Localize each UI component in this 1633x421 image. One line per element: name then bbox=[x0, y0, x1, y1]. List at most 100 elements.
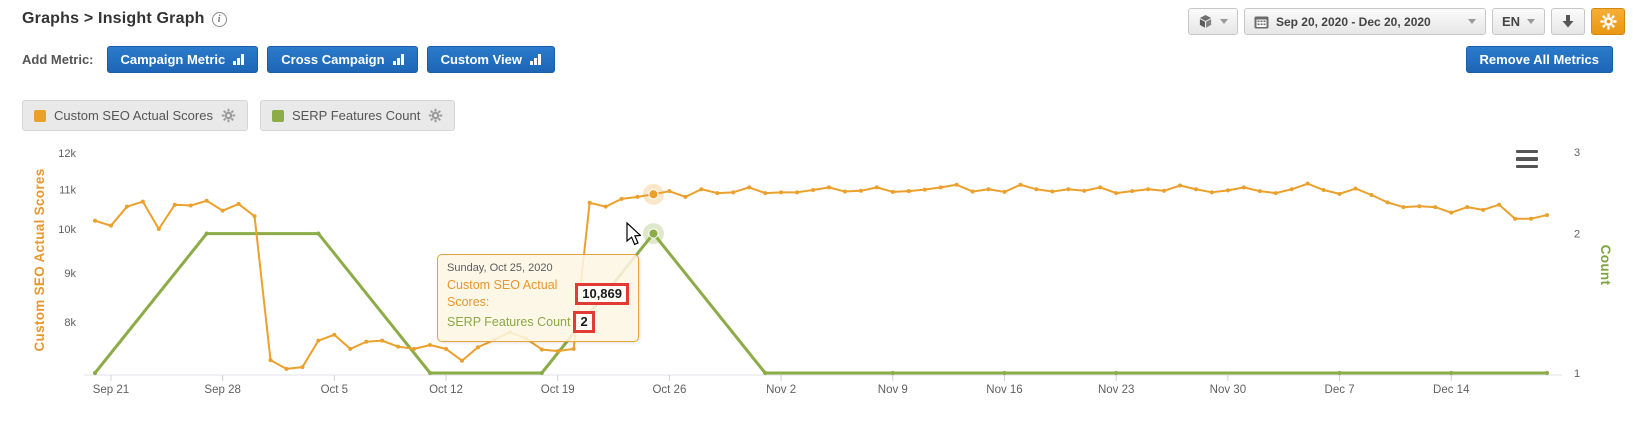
data-point-custom-seo bbox=[683, 194, 688, 199]
highlighted-points[interactable] bbox=[642, 183, 664, 245]
data-point-custom-seo bbox=[587, 200, 592, 205]
data-point-custom-seo bbox=[986, 187, 991, 192]
bar-chart-icon bbox=[392, 54, 404, 65]
data-point-custom-seo bbox=[1369, 192, 1374, 197]
data-point-custom-seo bbox=[763, 191, 768, 196]
widget-dropdown-button[interactable] bbox=[1187, 8, 1238, 35]
data-point-custom-seo bbox=[220, 208, 225, 213]
page-title: Graphs > Insight Graph bbox=[22, 10, 205, 27]
settings-button[interactable] bbox=[1591, 8, 1625, 35]
button-label: Custom View bbox=[440, 52, 522, 67]
data-point-custom-seo bbox=[156, 227, 161, 231]
data-point-custom-seo bbox=[348, 346, 353, 351]
data-point-custom-seo bbox=[1321, 188, 1326, 193]
data-point-serp bbox=[1544, 370, 1550, 376]
data-point-custom-seo bbox=[874, 185, 879, 190]
remove-all-metrics-button[interactable]: Remove All Metrics bbox=[1465, 46, 1613, 73]
x-tick-label: Oct 5 bbox=[321, 384, 348, 396]
chart-tooltip: Sunday, Oct 25, 2020 Custom SEO Actual S… bbox=[437, 254, 639, 342]
metric-pill-serp-features-count[interactable]: SERP Features Count bbox=[259, 100, 456, 131]
mouse-cursor bbox=[626, 221, 641, 246]
data-point-custom-seo bbox=[858, 188, 863, 193]
data-point-custom-seo bbox=[1209, 190, 1214, 195]
metric-pill-custom-seo-actual-scores[interactable]: Custom SEO Actual Scores bbox=[22, 100, 248, 131]
data-point-custom-seo bbox=[571, 346, 576, 351]
data-point-custom-seo bbox=[284, 366, 289, 371]
data-point-custom-seo bbox=[1257, 189, 1262, 194]
insight-chart[interactable]: Sep 21 Sep 28 Oct 5 Oct 12 Oct 19 Oct 26 Nov 2… bbox=[0, 135, 1633, 421]
data-point-custom-seo bbox=[970, 189, 975, 194]
x-tick-label: Sep 21 bbox=[93, 384, 129, 396]
add-metric-button-campaign-metric[interactable]: Campaign Metric bbox=[106, 46, 259, 73]
y-left-tick-label: 11k bbox=[59, 184, 76, 196]
data-point-custom-seo bbox=[1529, 216, 1534, 221]
info-icon[interactable]: i bbox=[211, 11, 227, 27]
data-point-custom-seo bbox=[380, 338, 385, 343]
date-range-picker[interactable]: Sep 20, 2020 - Dec 20, 2020 bbox=[1243, 8, 1486, 35]
series-color-swatch bbox=[271, 109, 284, 122]
data-point-custom-seo bbox=[906, 189, 911, 194]
add-metric-label: Add Metric: bbox=[22, 52, 94, 67]
button-label: Campaign Metric bbox=[120, 52, 226, 67]
x-tick-label: Dec 7 bbox=[1325, 384, 1355, 396]
y-axis-right-ticks: 3 2 1 bbox=[1574, 147, 1580, 380]
add-metric-button-cross-campaign[interactable]: Cross Campaign bbox=[267, 46, 418, 73]
data-point-custom-seo bbox=[826, 185, 831, 190]
data-point-custom-seo bbox=[124, 204, 129, 209]
data-point-custom-seo bbox=[1417, 204, 1422, 209]
chart-export-menu-icon[interactable] bbox=[1516, 150, 1538, 168]
series-serp-features-count[interactable] bbox=[92, 231, 1550, 376]
data-point-custom-seo bbox=[715, 191, 720, 196]
data-point-custom-seo bbox=[1018, 182, 1023, 187]
x-tick-label: Nov 9 bbox=[878, 384, 908, 396]
language-dropdown[interactable]: EN bbox=[1491, 8, 1545, 35]
data-point-custom-seo bbox=[108, 223, 113, 228]
y-right-tick-label: 3 bbox=[1574, 147, 1580, 159]
data-point-custom-seo bbox=[1273, 191, 1278, 196]
data-point-serp bbox=[1449, 370, 1454, 376]
y-axis-left-ticks: 12k 11k 10k 9k 8k bbox=[58, 148, 76, 329]
y-left-tick-label: 8k bbox=[64, 317, 76, 329]
annotation-red-box-value: 2 bbox=[573, 311, 595, 333]
tooltip-label: Custom SEO Actual Scores: bbox=[447, 278, 558, 309]
series-custom-seo-actual-scores[interactable] bbox=[93, 181, 1549, 371]
x-tick-label: Nov 23 bbox=[1098, 384, 1134, 396]
chevron-down-icon bbox=[1219, 19, 1228, 24]
data-point-serp bbox=[1337, 370, 1342, 376]
data-point-custom-seo bbox=[1114, 191, 1119, 196]
data-point-custom-seo bbox=[428, 343, 433, 348]
calendar-icon bbox=[1254, 16, 1269, 28]
data-point-custom-seo bbox=[396, 344, 401, 349]
data-point-custom-seo bbox=[93, 218, 97, 223]
data-point-custom-seo bbox=[1305, 181, 1310, 186]
data-point-custom-seo bbox=[1146, 187, 1151, 192]
data-point-custom-seo bbox=[268, 358, 273, 363]
data-point-custom-seo bbox=[1082, 188, 1087, 193]
x-tick-label: Nov 2 bbox=[766, 384, 796, 396]
data-point-custom-seo bbox=[603, 204, 608, 209]
data-point-custom-seo bbox=[1098, 185, 1103, 190]
y-axis-right-title: Count bbox=[1598, 245, 1613, 286]
gear-icon[interactable] bbox=[428, 108, 443, 123]
data-point-custom-seo bbox=[1002, 189, 1007, 194]
data-point-serp bbox=[539, 370, 544, 376]
data-point-custom-seo bbox=[555, 349, 560, 354]
add-metric-button-custom-view[interactable]: Custom View bbox=[426, 46, 555, 73]
data-point-custom-seo bbox=[1193, 187, 1198, 192]
gear-icon[interactable] bbox=[221, 108, 236, 123]
metric-legend-pills: Custom SEO Actual Scores SERP Features C… bbox=[22, 100, 456, 131]
chart-canvas[interactable]: Sep 21 Sep 28 Oct 5 Oct 12 Oct 19 Oct 26 Nov 2… bbox=[0, 135, 1633, 421]
x-tick-label: Dec 14 bbox=[1433, 384, 1470, 396]
data-point-custom-seo bbox=[1385, 200, 1390, 205]
data-point-custom-seo bbox=[1178, 183, 1183, 188]
hover-point-green bbox=[648, 228, 659, 239]
top-controls: Sep 20, 2020 - Dec 20, 2020 EN bbox=[1187, 8, 1625, 35]
tooltip-row-serp-count: SERP Features Count 2 bbox=[447, 311, 629, 333]
chevron-down-icon bbox=[1467, 19, 1476, 24]
download-button[interactable] bbox=[1551, 8, 1585, 35]
data-point-custom-seo bbox=[1465, 205, 1470, 210]
data-point-custom-seo bbox=[1481, 207, 1486, 212]
y-right-tick-label: 2 bbox=[1574, 229, 1580, 241]
data-point-custom-seo bbox=[1337, 191, 1342, 196]
